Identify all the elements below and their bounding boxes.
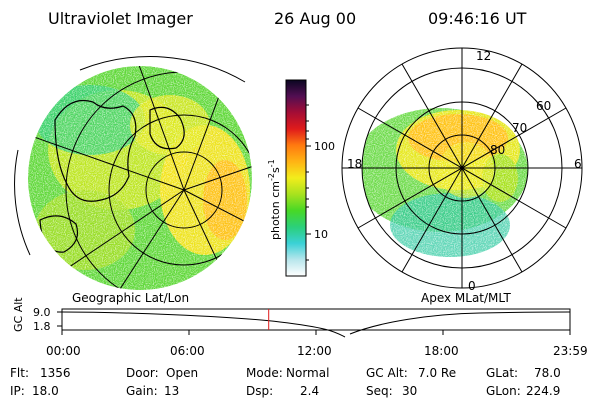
gc-alt-label: GC Alt: xyxy=(366,366,408,380)
glat-value: 78.0 xyxy=(534,366,561,380)
mlt-label-0: 0 xyxy=(468,279,476,293)
mlt-label-12: 12 xyxy=(476,49,491,63)
seq-label: Seq: xyxy=(366,384,393,398)
ip-label: IP: xyxy=(10,384,25,398)
date-label: 26 Aug 00 xyxy=(274,9,356,28)
altitude-ylabel: GC Alt xyxy=(12,297,25,332)
instrument-title: Ultraviolet Imager xyxy=(48,9,193,28)
altitude-ytick-1-8: 1.8 xyxy=(33,320,51,333)
outer-arc-top xyxy=(79,56,246,83)
status-info: Flt: 1356 Door: Open Mode: Normal GC Alt… xyxy=(10,366,561,398)
mlat-label-70: 70 xyxy=(512,121,527,135)
xtick-2359: 23:59 xyxy=(553,344,588,358)
info-row-1: Flt: 1356 Door: Open Mode: Normal GC Alt… xyxy=(10,366,561,380)
outer-arc-left xyxy=(14,149,31,256)
geographic-map: Geographic Lat/Lon xyxy=(14,56,252,305)
xtick-1200: 12:00 xyxy=(297,344,332,358)
color-bar-scale xyxy=(285,79,307,277)
noise-overlay-right xyxy=(362,100,540,268)
altitude-ytick-9: 9.0 xyxy=(33,306,51,319)
mlt-meridians xyxy=(342,48,582,288)
altitude-xticks xyxy=(61,330,571,335)
geographic-image xyxy=(28,66,252,290)
gain-value: 13 xyxy=(164,384,179,398)
noise-overlay xyxy=(28,66,252,290)
glat-label: GLat: xyxy=(486,366,518,380)
dsp-label: Dsp: xyxy=(246,384,273,398)
info-row-2: IP: 18.0 Gain: 13 Dsp: 2.4 Seq: 30 GLon:… xyxy=(10,384,560,398)
dsp-value: 2.4 xyxy=(300,384,319,398)
flight-value: 1356 xyxy=(40,366,71,380)
glon-label: GLon: xyxy=(486,384,521,398)
time-label: 09:46:16 UT xyxy=(428,9,527,28)
door-label: Door: xyxy=(126,366,159,380)
altitude-plot: 9.0 1.8 GC Alt 00:00 06:00 12:00 18:00 2… xyxy=(12,297,588,358)
glon-value: 224.9 xyxy=(526,384,560,398)
mlat-label-80: 80 xyxy=(490,143,505,157)
color-bar-minor-ticks xyxy=(306,104,309,261)
xtick-0000: 00:00 xyxy=(46,344,81,358)
mode-label: Mode: xyxy=(246,366,283,380)
xtick-1800: 18:00 xyxy=(424,344,459,358)
magnetic-image xyxy=(362,100,540,268)
magnetic-polar-map: 12 18 6 0 60 70 80 Apex MLat/MLT xyxy=(341,47,583,305)
altitude-curve xyxy=(61,311,571,338)
flight-label: Flt: xyxy=(10,366,29,380)
mlt-label-6: 6 xyxy=(574,157,582,171)
seq-value: 30 xyxy=(402,384,417,398)
color-bar-label-100: 100 xyxy=(314,140,335,153)
gc-alt-value: 7.0 Re xyxy=(418,366,456,380)
mode-value: Normal xyxy=(286,366,329,380)
color-bar: 100 10 photon cm-2s-1 xyxy=(267,79,335,277)
color-bar-unit: photon cm-2s-1 xyxy=(267,159,282,240)
xtick-0600: 06:00 xyxy=(170,344,205,358)
ip-value: 18.0 xyxy=(32,384,59,398)
color-bar-label-10: 10 xyxy=(314,228,328,241)
door-value: Open xyxy=(166,366,198,380)
gain-label: Gain: xyxy=(126,384,158,398)
mlt-label-18: 18 xyxy=(347,157,362,171)
geographic-label: Geographic Lat/Lon xyxy=(72,291,189,305)
magnetic-label: Apex MLat/MLT xyxy=(421,291,511,305)
mlat-label-60: 60 xyxy=(536,99,551,113)
